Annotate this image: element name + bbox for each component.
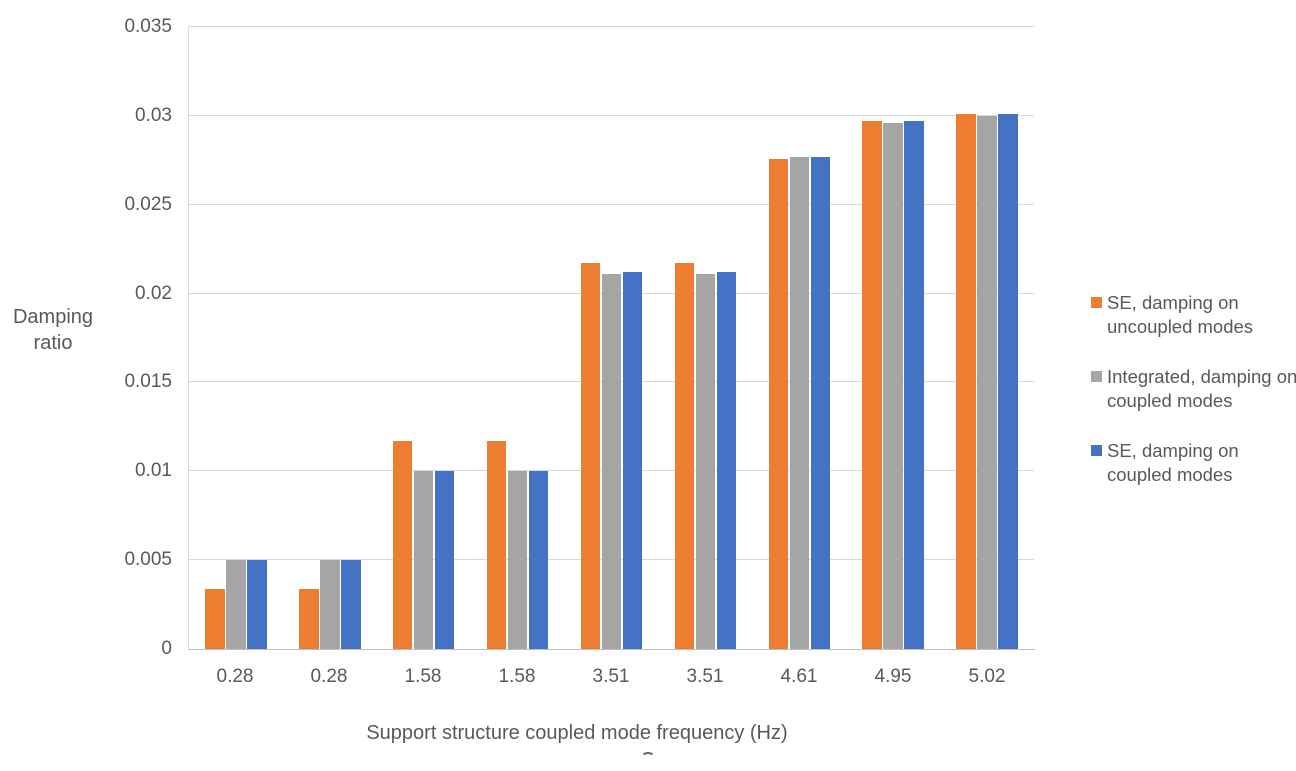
legend: SE, damping on uncoupled modes Integrated… — [1091, 291, 1296, 487]
bar-groups — [189, 27, 1034, 649]
gridline — [189, 203, 1034, 205]
plot-area — [188, 26, 1034, 649]
bar — [789, 156, 810, 649]
y-tick-label: 0.005 — [124, 549, 172, 571]
bar — [904, 121, 924, 649]
y-tick-label: 0.025 — [124, 193, 172, 215]
y-tick-label: 0 — [161, 638, 172, 659]
legend-label: Integrated, damping on coupled modes — [1107, 366, 1296, 411]
x-axis-title: Support structure coupled mode frequency… — [366, 722, 788, 744]
bar — [413, 471, 434, 649]
bar-group — [189, 27, 283, 649]
bar — [320, 560, 340, 649]
x-tick-label: 5.02 — [968, 666, 1006, 687]
legend-entry: Integrated, damping on coupled modes — [1091, 365, 1296, 413]
bar — [695, 274, 716, 649]
bar — [956, 114, 976, 649]
bar — [716, 272, 737, 649]
bar — [977, 115, 997, 649]
bar-group — [471, 27, 565, 649]
x-tick-label: 0.28 — [310, 666, 348, 687]
y-tick-label: 0.015 — [124, 371, 172, 393]
bar-group — [377, 27, 471, 649]
y-axis-title: Damping ratio — [12, 306, 94, 354]
bar — [622, 272, 643, 649]
x-tick-label: 3.51 — [686, 666, 724, 687]
bar — [507, 471, 528, 649]
bar-group — [752, 27, 846, 649]
bar — [674, 263, 695, 649]
bar-group — [940, 27, 1034, 649]
legend-marker-icon — [1091, 371, 1102, 382]
bar — [768, 158, 789, 649]
x-tick-label: 1.58 — [404, 666, 442, 687]
legend-marker-icon — [1091, 445, 1102, 456]
x-tick-label: 4.95 — [874, 666, 912, 687]
bar — [601, 274, 622, 649]
bar — [998, 114, 1018, 649]
bar — [434, 471, 455, 649]
legend-label: SE, damping on coupled modes — [1107, 440, 1239, 485]
bar — [486, 441, 507, 649]
y-tick-label: 0.02 — [135, 282, 172, 304]
x-tick-label: 3.51 — [592, 666, 630, 687]
x-tick-label: 0.28 — [216, 666, 254, 687]
gridline — [189, 114, 1034, 116]
x-tick-label: 4.61 — [780, 666, 818, 687]
x-axis-ticks: 0.28 0.28 1.58 1.58 3.51 3.51 4.61 4.95 5.02 — [188, 666, 1034, 688]
bar — [528, 471, 549, 649]
legend-entry: SE, damping on uncoupled modes — [1091, 291, 1296, 339]
bar-group — [846, 27, 940, 649]
bar — [862, 121, 882, 649]
y-tick-label: 0.03 — [135, 104, 172, 126]
legend-entry: SE, damping on coupled modes — [1091, 439, 1296, 487]
bar — [205, 588, 225, 649]
bar — [580, 263, 601, 649]
bar — [299, 588, 319, 649]
clipped-glyph-artifact — [641, 752, 655, 763]
y-tick-label: 0.035 — [124, 16, 172, 37]
y-tick-label: 0.01 — [135, 460, 172, 482]
bar — [810, 156, 831, 649]
x-axis-line — [188, 649, 1035, 650]
bar-group — [565, 27, 659, 649]
bar — [392, 441, 413, 649]
bar — [341, 560, 361, 649]
legend-label: SE, damping on uncoupled modes — [1107, 292, 1254, 337]
bar — [247, 560, 267, 649]
bar — [226, 560, 246, 649]
y-axis-ticks: 0 0.005 0.01 0.015 0.02 0.025 0.03 0.035 — [0, 16, 172, 659]
bar — [883, 122, 903, 649]
legend-marker-icon — [1091, 297, 1102, 308]
bar-group — [658, 27, 752, 649]
bar-group — [283, 27, 377, 649]
x-tick-label: 1.58 — [498, 666, 536, 687]
gridline — [189, 26, 1034, 27]
